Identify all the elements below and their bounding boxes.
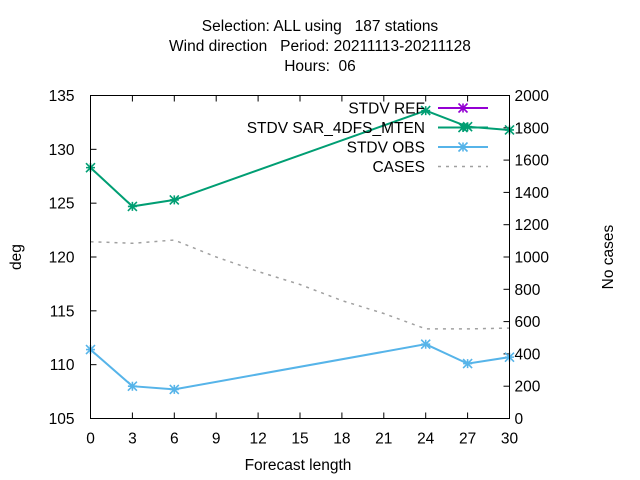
y2-tick-label: 0 bbox=[515, 411, 524, 428]
x-tick-label: 3 bbox=[128, 431, 137, 448]
axes-group: 0 3 6 9 12 15 18 21 24 27 30 105 110 115 120 125 130 135 0… bbox=[49, 88, 550, 448]
y2-tick-label: 1800 bbox=[515, 120, 550, 137]
data-point bbox=[462, 358, 473, 369]
series-group bbox=[85, 105, 515, 395]
y-axis-label: deg bbox=[8, 244, 25, 270]
y-tick-label: 135 bbox=[49, 88, 75, 105]
y2-tick-label: 600 bbox=[515, 314, 541, 331]
legend-label: CASES bbox=[372, 159, 425, 176]
x-tick-label: 9 bbox=[212, 431, 221, 448]
x-axis-label: Forecast length bbox=[245, 457, 352, 474]
y-tick-label: 130 bbox=[49, 142, 75, 159]
data-point bbox=[169, 194, 180, 206]
x-tick-label: 15 bbox=[291, 431, 308, 448]
x-tick-label: 12 bbox=[249, 431, 266, 448]
legend-marker bbox=[457, 122, 469, 133]
x-tick-label: 30 bbox=[501, 431, 519, 448]
data-point bbox=[169, 384, 180, 395]
y2-tick-label: 800 bbox=[515, 282, 541, 299]
data-point bbox=[420, 105, 431, 116]
y-tick-label: 115 bbox=[50, 303, 75, 320]
chart-title-line-1: Selection: ALL using 187 stations bbox=[201, 18, 439, 35]
y2-tick-label: 1000 bbox=[515, 250, 550, 267]
legend-marker bbox=[457, 141, 469, 153]
data-point bbox=[127, 381, 138, 392]
x-tick-label: 24 bbox=[417, 431, 435, 448]
y2-tick-label: 2000 bbox=[515, 88, 550, 105]
y2-tick-label: 200 bbox=[515, 379, 541, 396]
data-point bbox=[127, 201, 138, 212]
plot-frame bbox=[90, 95, 510, 419]
x-tick-label: 0 bbox=[86, 431, 95, 448]
x-tick-label: 6 bbox=[170, 431, 179, 448]
legend-label: STDV REF bbox=[348, 101, 425, 118]
data-point bbox=[420, 339, 431, 350]
legend-marker bbox=[457, 102, 469, 114]
x-tick-label: 21 bbox=[375, 431, 392, 448]
y-tick-label: 105 bbox=[49, 411, 75, 428]
legend-label: STDV SAR_4DFS_MTEN bbox=[247, 120, 425, 137]
y-tick-label: 110 bbox=[50, 357, 75, 374]
legend-label: STDV OBS bbox=[347, 140, 425, 157]
y-tick-label: 125 bbox=[49, 196, 75, 213]
legend: STDV REF STDV SAR_4DFS_MTEN STDV OBS CASES bbox=[247, 101, 488, 176]
y2-tick-label: 1200 bbox=[515, 217, 550, 234]
y2-tick-label: 400 bbox=[515, 346, 541, 363]
y-tick-label: 120 bbox=[49, 250, 75, 267]
x-tick-label: 27 bbox=[459, 431, 476, 448]
series-line-3 bbox=[90, 239, 510, 330]
chart-title-line-2: Wind direction Period: 20211113-20211128 bbox=[169, 38, 471, 55]
y2-axis-label: No cases bbox=[600, 224, 617, 289]
y2-tick-label: 1400 bbox=[515, 185, 550, 202]
x-tick-label: 18 bbox=[333, 431, 350, 448]
chart-title-line-3: Hours: 06 bbox=[284, 58, 356, 75]
y2-tick-label: 1600 bbox=[515, 153, 550, 170]
series-line-2 bbox=[89, 343, 510, 391]
